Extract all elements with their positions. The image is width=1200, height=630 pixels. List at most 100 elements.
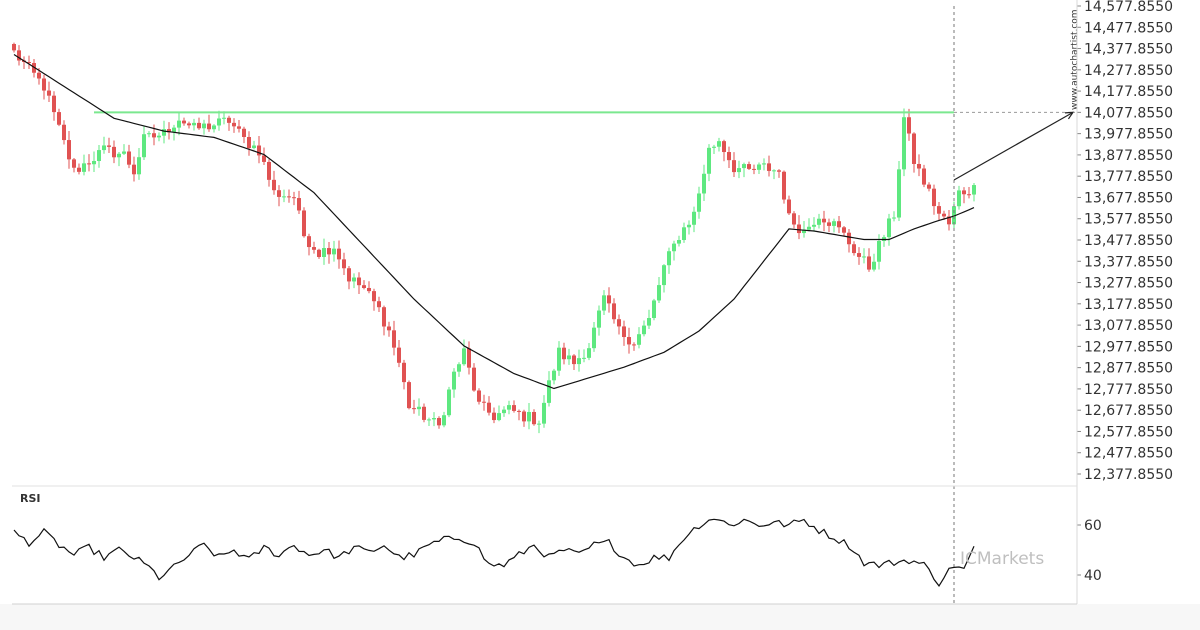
candle-body [847,232,851,245]
candle-body [402,362,406,383]
candle-body [462,348,466,365]
candle-body [327,248,331,255]
candle-body [592,327,596,349]
candle-body [217,118,221,126]
site-watermark: www.autochartist.com [1070,9,1080,110]
price-tick-label: 12,677.8550 [1084,403,1173,419]
candle-body [637,334,641,345]
candle-body [137,157,141,175]
candle-body [887,218,891,238]
candle-body [547,380,551,403]
rsi-line [13,518,975,587]
projection-arrow [953,111,1075,181]
candle-body [542,402,546,424]
candle-body [792,213,796,225]
candle-body [832,221,836,226]
candle-body [282,196,286,198]
price-tick-label: 13,777.8550 [1084,169,1173,185]
candle-body [477,390,481,402]
candle-body [372,291,376,302]
price-tick-label: 12,577.8550 [1084,424,1173,440]
candle-body [722,141,726,153]
candle-body [252,145,256,149]
candle-body [957,190,961,207]
candle-body [537,423,541,425]
candle-body [467,348,471,368]
candle-body [382,307,386,327]
candle-body [602,295,606,311]
candle-body [662,265,666,286]
candle-body [277,190,281,197]
candle-body [202,123,206,129]
rsi-tick-label: 40 [1084,568,1102,584]
candle-body [122,151,126,154]
candle-body [127,151,131,165]
candle-body [437,418,441,426]
candle-body [877,240,881,262]
candle-body [907,117,911,134]
candle-body [552,370,556,381]
candle-body [492,412,496,421]
candle-body [892,217,896,219]
candle-body [747,164,751,169]
candle-body [962,190,966,195]
candle-body [67,140,71,160]
candle-body [262,155,266,162]
price-tick-label: 14,377.8550 [1084,42,1173,58]
candle-body [697,193,701,212]
candle-body [342,259,346,269]
candle-body [612,303,616,320]
candle-body [102,145,106,151]
candle-body [117,153,121,158]
candle-body [737,168,741,173]
candle-body [112,146,116,158]
candle-body [17,50,21,61]
candle-body [362,285,366,288]
candle-body [197,122,201,129]
candle-body [947,216,951,225]
candle-body [457,364,461,372]
candle-body [427,419,431,421]
candle-body [482,401,486,403]
candle-body [812,224,816,227]
candle-body [407,382,411,409]
candle-body [642,325,646,335]
candle-body [502,409,506,414]
candle-body [132,164,136,175]
candle-body [237,126,241,129]
candle-body [247,137,251,149]
candle-body [177,120,181,128]
candle-body [432,418,436,420]
candle-body [472,367,476,391]
candle-body [917,163,921,169]
candle-body [107,145,111,147]
candle-body [952,206,956,225]
candle-body [732,160,736,173]
candle-body [647,318,651,326]
candle-body [622,326,626,338]
candle-body [347,268,351,282]
price-tick-label: 13,677.8550 [1084,190,1173,206]
price-tick-label: 13,477.8550 [1084,233,1173,249]
candle-body [37,72,41,79]
candle-body [717,141,721,147]
candle-body [782,171,786,200]
candle-body [522,411,526,422]
candle-body [142,134,146,158]
candle-body [412,408,416,410]
candle-body [867,256,871,270]
candle-body [447,389,451,416]
price-tick-label: 13,577.8550 [1084,212,1173,228]
candle-body [777,170,781,172]
candle-body [82,163,86,172]
candle-body [452,371,456,390]
candle-body [27,61,31,64]
candle-body [62,124,66,141]
candle-body [337,248,341,260]
candle-body [152,133,156,138]
candle-body [147,133,151,135]
candle-body [827,222,831,226]
candle-body [582,357,586,359]
candle-body [317,249,321,257]
candle-body [57,112,61,125]
